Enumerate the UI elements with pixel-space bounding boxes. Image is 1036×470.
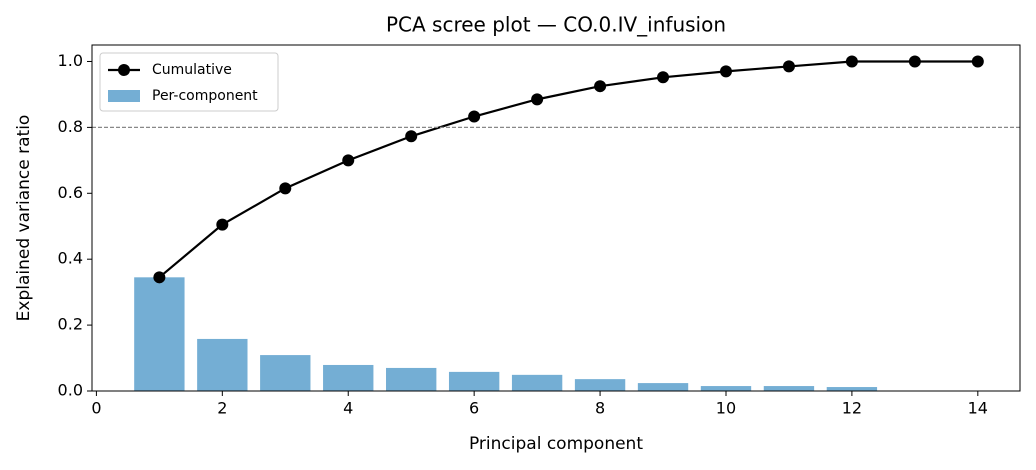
legend-swatch — [108, 90, 140, 102]
x-tick-label: 6 — [469, 399, 479, 418]
marker — [845, 55, 858, 68]
marker — [594, 80, 607, 93]
bar — [323, 364, 374, 391]
marker — [153, 271, 166, 284]
bar — [574, 379, 626, 391]
x-tick-label: 8 — [595, 399, 605, 418]
y-axis-label: Explained variance ratio — [14, 115, 34, 322]
marker — [971, 55, 984, 68]
marker — [531, 93, 544, 106]
bar — [511, 374, 563, 391]
x-tick-label: 0 — [91, 399, 101, 418]
legend-box — [99, 52, 279, 112]
bar — [386, 367, 437, 391]
legend-marker — [118, 64, 130, 76]
y-tick-label: 0.0 — [58, 381, 83, 400]
x-tick-label: 4 — [343, 399, 353, 418]
marker — [719, 65, 732, 78]
line — [158, 60, 978, 279]
x-tick-label: 12 — [842, 399, 862, 418]
y-tick-label: 0.4 — [58, 249, 83, 268]
marker — [468, 110, 481, 123]
bar — [700, 386, 752, 391]
y-tick-label: 1.0 — [58, 51, 83, 70]
legend-label: Per-component — [152, 88, 258, 104]
bar — [763, 386, 815, 391]
marker — [908, 55, 921, 68]
legend-label: Cumulative — [152, 62, 232, 78]
marker — [657, 71, 670, 84]
y-tick-label: 0.2 — [58, 315, 83, 334]
marker — [782, 60, 795, 73]
y-tick-label: 0.8 — [58, 117, 83, 136]
bar — [260, 355, 311, 391]
x-axis-label: Principal component — [469, 434, 643, 454]
plot-frame — [91, 44, 1021, 392]
bar — [826, 387, 878, 391]
marker — [342, 154, 355, 167]
y-tick-label: 0.6 — [58, 183, 83, 202]
x-tick-label: 14 — [968, 399, 988, 418]
chart-title: PCA scree plot — CO.0.IV_infusion — [386, 13, 726, 37]
bar — [448, 371, 500, 391]
x-tick-label: 10 — [716, 399, 736, 418]
bar — [134, 277, 185, 391]
marker — [405, 130, 418, 143]
x-tick-label: 2 — [217, 399, 227, 418]
marker — [216, 218, 229, 231]
bar — [637, 383, 689, 391]
bar — [197, 338, 248, 391]
marker — [279, 182, 292, 195]
